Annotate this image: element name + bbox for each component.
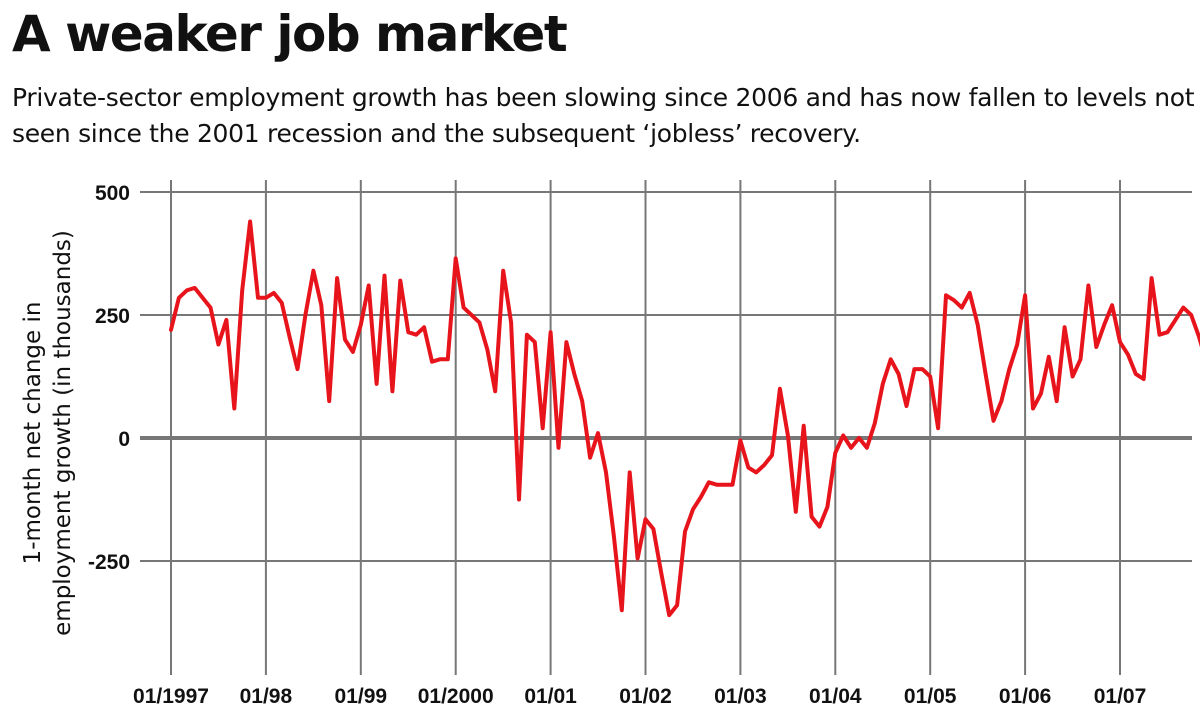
y-tick-label: 0 [118,428,130,451]
x-tick-label: 01/2000 [418,685,494,708]
y-tick-labels: 500 250 0 -250 [88,182,130,574]
y-axis-label-line-1: 1-month net change in [20,302,46,565]
x-tick-label: 01/99 [335,685,388,708]
x-tick-label: 01/01 [524,685,577,708]
x-tick-labels: 01/1997 01/98 01/99 01/2000 01/01 01/02 01/03 0… [133,685,1146,708]
x-tick-label: 01/04 [809,685,862,708]
x-tick-label: 01/02 [619,685,672,708]
y-tick-label: 500 [95,182,130,205]
x-tick-label: 01/98 [240,685,293,708]
y-axis-label-line-2: employment growth (in thousands) [50,230,76,636]
y-tick-label: 250 [95,305,130,328]
x-tick-label: 01/1997 [133,685,209,708]
series-line-employment-change [169,219,1200,618]
x-tick-label: 01/03 [714,685,767,708]
x-tick-label: 01/07 [1094,685,1147,708]
x-tick-label: 01/05 [904,685,957,708]
chart-title: A weaker job market [12,5,568,63]
chart-subtitle: Private-sector employment growth has bee… [12,83,1195,148]
vertical-gridlines [170,180,1121,675]
horizontal-gridlines [140,191,1192,562]
x-tick-label: 01/06 [999,685,1052,708]
y-axis-label: 1-month net change in employment growth … [20,230,76,636]
y-tick-label: -250 [88,551,130,574]
